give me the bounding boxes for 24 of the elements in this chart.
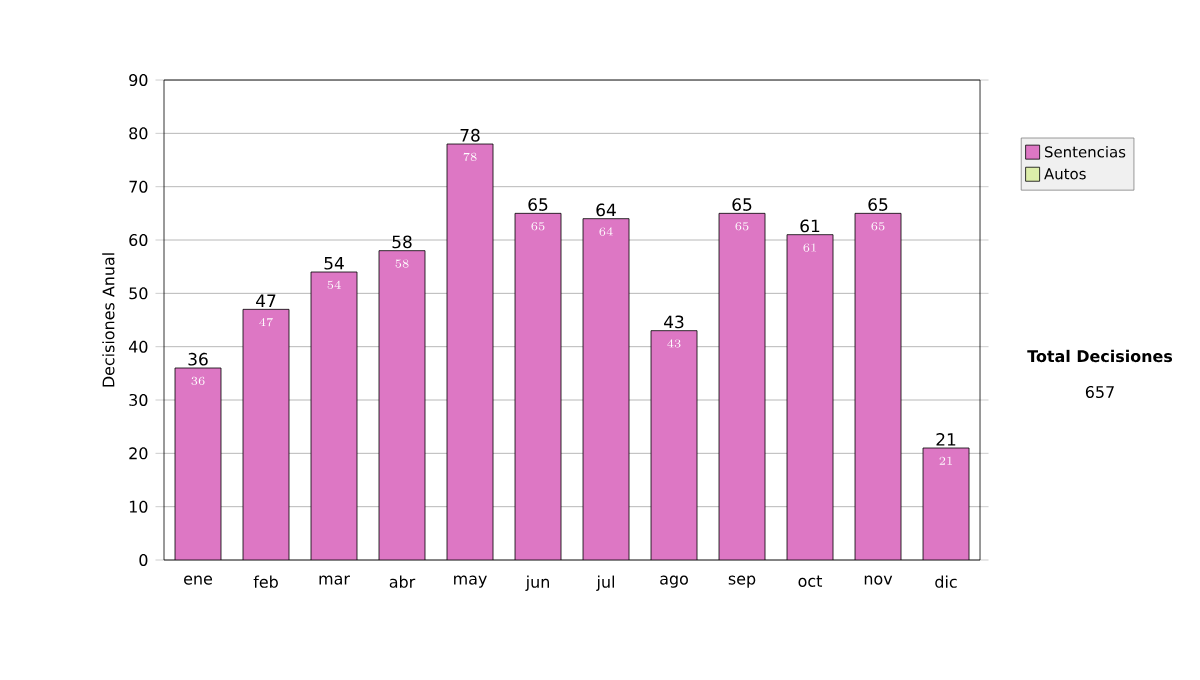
total-label: 21 [936,433,956,446]
bar [175,368,222,560]
total-label: 36 [188,352,208,366]
bar [651,330,698,560]
bar [922,447,970,560]
total-label: 65 [868,198,888,211]
total-label: 65 [732,198,752,211]
total-label: 64 [596,203,616,217]
bar [515,213,562,560]
total-label: 47 [256,294,276,307]
bar [583,218,630,560]
total-label: 43 [664,315,684,329]
total-label: 54 [324,257,344,270]
bar [855,213,902,560]
total-label: 61 [800,219,820,233]
bar [243,309,290,560]
bar [379,250,426,560]
bar [787,234,834,560]
bar [447,144,494,560]
bar [311,272,358,560]
bar [719,213,766,560]
total-label: 58 [392,235,412,249]
total-label: 78 [460,128,480,142]
total-label: 65 [528,198,548,211]
